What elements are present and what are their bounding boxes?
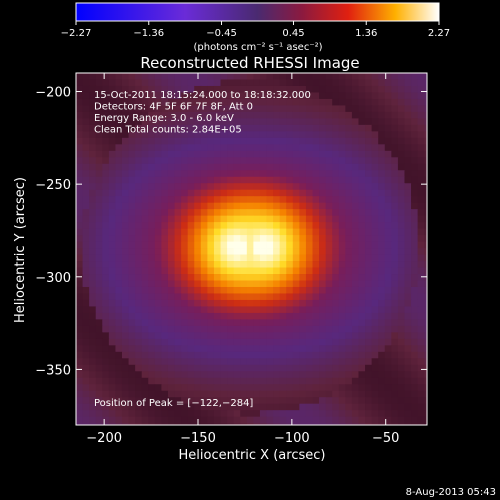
plot-frame xyxy=(75,72,428,426)
x-tick-label: −150 xyxy=(180,431,216,446)
colorbar-tick-label: 2.27 xyxy=(428,28,450,39)
info-line: Clean Total counts: 2.84E+05 xyxy=(94,125,242,136)
colorbar-tick-label: −1.36 xyxy=(133,28,164,39)
info-text-block: 15-Oct-2011 18:15:24.000 to 18:18:32.000… xyxy=(94,90,311,136)
y-tick-label: −200 xyxy=(35,86,71,101)
x-tick-label: −200 xyxy=(86,431,122,446)
info-line: Energy Range: 3.0 - 6.0 keV xyxy=(94,113,234,124)
colorbar-tick-label: −0.45 xyxy=(206,28,237,39)
x-axis: −200 −150 −100 −50 xyxy=(86,73,399,446)
colorbar-tick-label: −2.27 xyxy=(61,28,92,39)
colorbar-tick-label: 1.36 xyxy=(355,28,377,39)
info-line: 15-Oct-2011 18:15:24.000 to 18:18:32.000 xyxy=(94,90,311,101)
y-axis-label: Heliocentric Y (arcsec) xyxy=(13,177,28,323)
info-line: Detectors: 4F 5F 6F 7F 8F, Att 0 xyxy=(94,102,253,113)
x-axis-label: Heliocentric X (arcsec) xyxy=(179,448,326,463)
y-tick-label: −300 xyxy=(35,271,71,286)
colorbar-tick-label: 0.45 xyxy=(282,28,304,39)
y-axis: −200 −250 −300 −350 xyxy=(35,86,427,378)
colorbar-ticks: −2.27 −1.36 −0.45 0.45 1.36 2.27 xyxy=(61,21,450,39)
y-tick-label: −350 xyxy=(35,363,71,378)
x-tick-label: −50 xyxy=(372,431,399,446)
heatmap-image xyxy=(76,73,427,425)
y-tick-label: −250 xyxy=(35,178,71,193)
timestamp: 8-Aug-2013 05:43 xyxy=(406,487,496,498)
colorbar-unit: (photons cm⁻² s⁻¹ asec⁻²) xyxy=(193,42,322,53)
chart-title: Reconstructed RHESSI Image xyxy=(140,54,359,72)
peak-position-label: Position of Peak = [−122,−284] xyxy=(94,398,253,409)
x-tick-label: −100 xyxy=(274,431,310,446)
colorbar xyxy=(75,2,440,22)
